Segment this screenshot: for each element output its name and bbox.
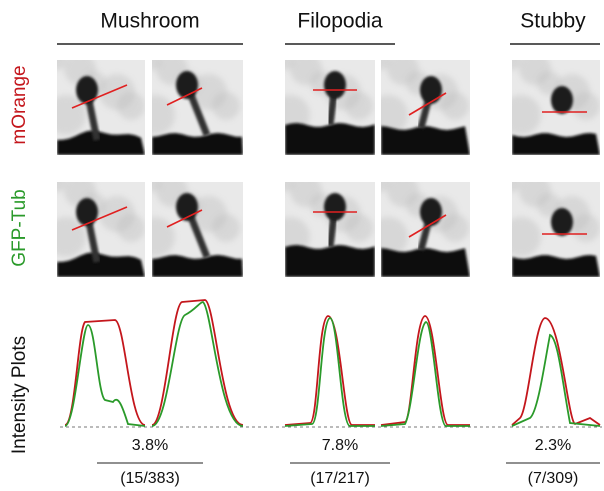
micrograph [270,172,375,277]
dendrite-shaft [381,248,470,277]
micrograph-content [368,172,470,277]
row-label: GFP-Tub [9,189,30,266]
percent: 2.3% [535,437,571,454]
micrograph-content [501,172,600,277]
micrograph-content [46,172,145,277]
micrograph-content [368,50,470,155]
haze [46,95,86,135]
micrograph [135,172,243,277]
spine-head [76,198,98,226]
haze [519,53,551,85]
dendrite-shaft [285,123,375,155]
spine-head [420,198,442,226]
haze [290,53,322,85]
spine-head [324,71,346,99]
haze [290,175,322,207]
micrograph [501,50,600,155]
micrograph-content [46,50,145,155]
haze [46,217,86,257]
haze [47,50,67,70]
dendrite-shaft [285,245,375,277]
micrograph [368,172,470,277]
row-label: mOrange [9,65,30,144]
percent: 7.8% [322,437,358,454]
micrograph-content [135,50,243,155]
micrograph-content [501,50,600,155]
row-label: Intensity Plots [9,336,30,454]
micrograph [46,172,145,277]
micrograph [135,50,243,155]
micrographs [46,50,600,277]
percent: 3.8% [132,437,168,454]
micrograph [368,50,470,155]
haze [519,175,551,207]
fraction: (15/383) [120,470,180,487]
haze [502,172,522,192]
micrograph [270,50,375,155]
plot-curve [512,335,600,426]
intensity-plots [60,300,602,427]
fraction: (17/217) [310,470,370,487]
plot-curve [512,318,600,425]
haze [47,172,67,192]
spine-head [420,76,442,104]
micrograph [46,50,145,155]
spine-head [324,193,346,221]
plot-curve [381,316,470,425]
haze [99,196,135,232]
haze [387,175,419,207]
spine-head [551,86,573,114]
haze [502,50,522,70]
plot-curve [285,316,375,425]
plot-curve [65,320,145,425]
micrograph [501,172,600,277]
spine-head [551,208,573,236]
micrograph-content [270,172,375,277]
column-title: Filopodia [297,10,383,33]
haze [387,53,419,85]
micrograph-content [270,50,375,155]
spine-head [76,76,98,104]
haze [501,217,541,257]
dendrite-shaft [381,126,470,155]
plot-curve [381,322,470,426]
plot-curve [285,318,375,426]
fraction: (7/309) [528,470,579,487]
column-title: Stubby [520,10,586,33]
haze [99,74,135,110]
haze [501,95,541,135]
figure: Mushroom Filopodia Stubby mOrange GFP-Tu… [0,0,604,491]
plot-curve [152,300,243,425]
micrograph-content [135,172,243,277]
column-title: Mushroom [100,10,199,33]
